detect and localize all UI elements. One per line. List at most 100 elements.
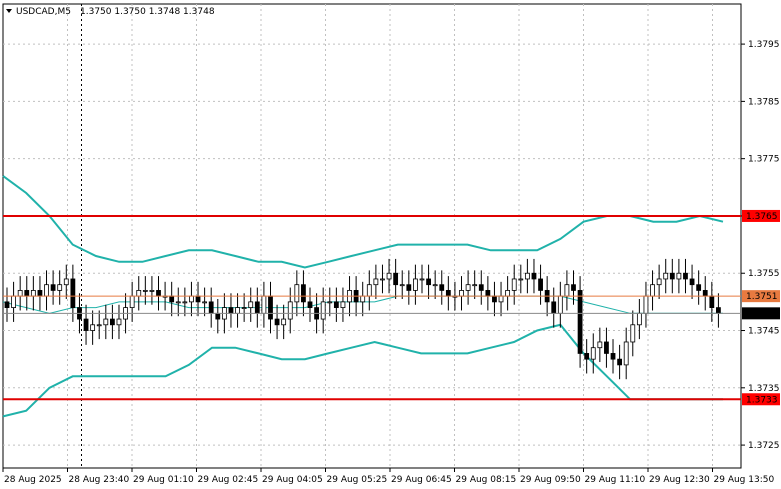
x-tick-label: 29 Aug 05:25 — [327, 475, 388, 485]
candle-body — [287, 301, 293, 320]
candle-body — [307, 301, 313, 309]
candle-body — [320, 301, 326, 320]
candle-body — [70, 278, 76, 309]
level-price-tag — [742, 209, 780, 222]
candle-body — [702, 290, 708, 297]
candle-body — [254, 301, 260, 314]
candle-body — [50, 284, 56, 291]
y-tick-label: 1.3795 — [748, 40, 780, 50]
candle-body — [156, 290, 161, 297]
candle-body — [142, 290, 148, 292]
candle-body — [709, 295, 715, 309]
level-price-tag — [742, 393, 780, 406]
candle-body — [419, 278, 425, 281]
candle-body — [636, 312, 642, 326]
candle-body — [610, 353, 616, 360]
candle-body — [149, 290, 155, 292]
chart-menu-arrow-icon[interactable] — [6, 9, 12, 13]
candle-body — [604, 341, 609, 354]
candle-body — [103, 318, 109, 326]
level-price-label: 1.3733 — [746, 395, 778, 405]
candle-body — [169, 295, 175, 303]
level-price-label: 1.3765 — [746, 212, 778, 222]
current-price-tag — [742, 290, 780, 303]
candle-body — [116, 318, 122, 326]
candle-body — [498, 295, 504, 303]
candle-body — [683, 272, 688, 280]
candle-body — [182, 301, 188, 304]
candle-body — [577, 290, 583, 354]
candle-body — [24, 290, 30, 297]
candle-body — [235, 307, 240, 314]
current-price-tag — [742, 307, 780, 320]
y-tick-label: 1.3725 — [748, 441, 780, 451]
x-tick-label: 29 Aug 09:50 — [520, 475, 581, 485]
candle-body — [518, 278, 524, 281]
candle-body — [360, 295, 366, 303]
candle-body — [459, 290, 464, 297]
x-tick-label: 29 Aug 01:10 — [133, 475, 194, 485]
x-tick-label: 29 Aug 02:45 — [198, 475, 259, 485]
x-tick-label: 29 Aug 11:10 — [585, 475, 646, 485]
candle-body — [399, 284, 405, 287]
candle-body — [432, 284, 438, 287]
candle-body — [485, 290, 491, 297]
candle-body — [136, 290, 142, 297]
candle-body — [584, 353, 590, 360]
candle-body — [617, 358, 623, 366]
candle-body — [557, 295, 563, 314]
candle-body — [716, 307, 721, 314]
candle-body — [228, 307, 234, 314]
candle-body — [294, 284, 300, 303]
candle-body — [413, 278, 418, 291]
candle-body — [465, 284, 471, 291]
candle-body — [175, 301, 181, 304]
candle-body — [590, 347, 596, 360]
candle-body — [4, 301, 10, 309]
candle-body — [195, 295, 201, 303]
candle-body — [643, 295, 649, 314]
candle-body — [215, 312, 221, 320]
candle-body — [274, 318, 280, 326]
candle-body — [366, 284, 372, 297]
candle-body — [11, 295, 16, 309]
bollinger-upper-line — [2, 175, 724, 269]
candle-body — [202, 301, 208, 304]
candle-body — [492, 295, 497, 303]
candle-body — [439, 284, 445, 291]
candle-body — [261, 295, 267, 314]
x-tick-label: 28 Aug 2025 — [4, 475, 62, 485]
ohlc-readout: 1.3750 1.3750 1.3748 1.3748 — [80, 7, 215, 17]
candle-body — [129, 295, 135, 309]
candle-body — [676, 272, 682, 280]
candle-body — [37, 290, 43, 297]
x-tick-label: 29 Aug 06:45 — [391, 475, 452, 485]
candle-body — [669, 272, 675, 280]
candle-body — [630, 324, 636, 343]
x-tick-label: 29 Aug 12:30 — [649, 475, 710, 485]
candle-body — [650, 284, 655, 297]
candle-body — [505, 290, 511, 297]
candle-body — [248, 301, 254, 309]
candle-body — [524, 272, 530, 280]
candle-body — [478, 284, 484, 291]
candle-body — [511, 278, 517, 291]
y-tick-label: 1.3785 — [748, 97, 780, 107]
candle-body — [241, 307, 247, 310]
candle-body — [386, 272, 392, 280]
y-tick-label: 1.3745 — [748, 327, 780, 337]
x-tick-label: 28 Aug 23:40 — [69, 475, 130, 485]
candle-body — [301, 284, 306, 303]
candle-body — [90, 324, 96, 331]
candle-body — [333, 301, 339, 309]
x-tick-label: 29 Aug 08:15 — [456, 475, 517, 485]
candle-body — [340, 301, 346, 309]
candle-body — [663, 272, 669, 280]
plot-frame — [2, 3, 742, 469]
candle-body — [406, 284, 412, 291]
candle-body — [623, 341, 629, 366]
candle-body — [96, 324, 102, 327]
candle-body — [656, 278, 662, 286]
